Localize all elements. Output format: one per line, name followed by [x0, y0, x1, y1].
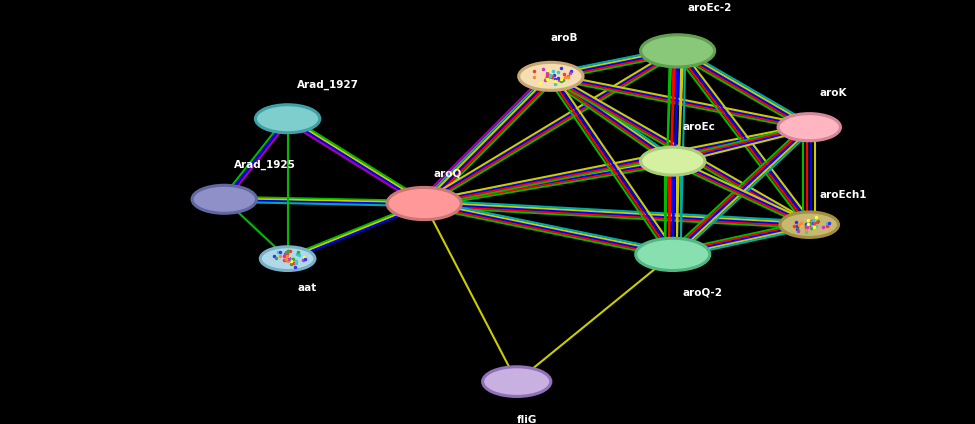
- Text: aat: aat: [297, 283, 317, 293]
- Text: aroEc-2: aroEc-2: [687, 3, 732, 14]
- Circle shape: [641, 35, 715, 67]
- Text: aroEch1: aroEch1: [819, 190, 867, 200]
- Text: aroB: aroB: [551, 33, 578, 43]
- Circle shape: [192, 185, 256, 213]
- Text: aroQ: aroQ: [434, 169, 462, 179]
- Text: aroQ-2: aroQ-2: [682, 287, 722, 298]
- Text: aroK: aroK: [819, 88, 846, 98]
- Circle shape: [483, 367, 551, 396]
- Text: fliG: fliG: [517, 415, 537, 424]
- Circle shape: [636, 238, 710, 271]
- Circle shape: [519, 62, 583, 90]
- Text: Arad_1927: Arad_1927: [297, 80, 360, 90]
- Circle shape: [780, 212, 838, 237]
- Text: aroEc: aroEc: [682, 122, 716, 132]
- Circle shape: [641, 147, 705, 175]
- Circle shape: [778, 114, 840, 141]
- Circle shape: [387, 187, 461, 220]
- Circle shape: [255, 105, 320, 133]
- Circle shape: [260, 247, 315, 271]
- Text: Arad_1925: Arad_1925: [234, 160, 295, 170]
